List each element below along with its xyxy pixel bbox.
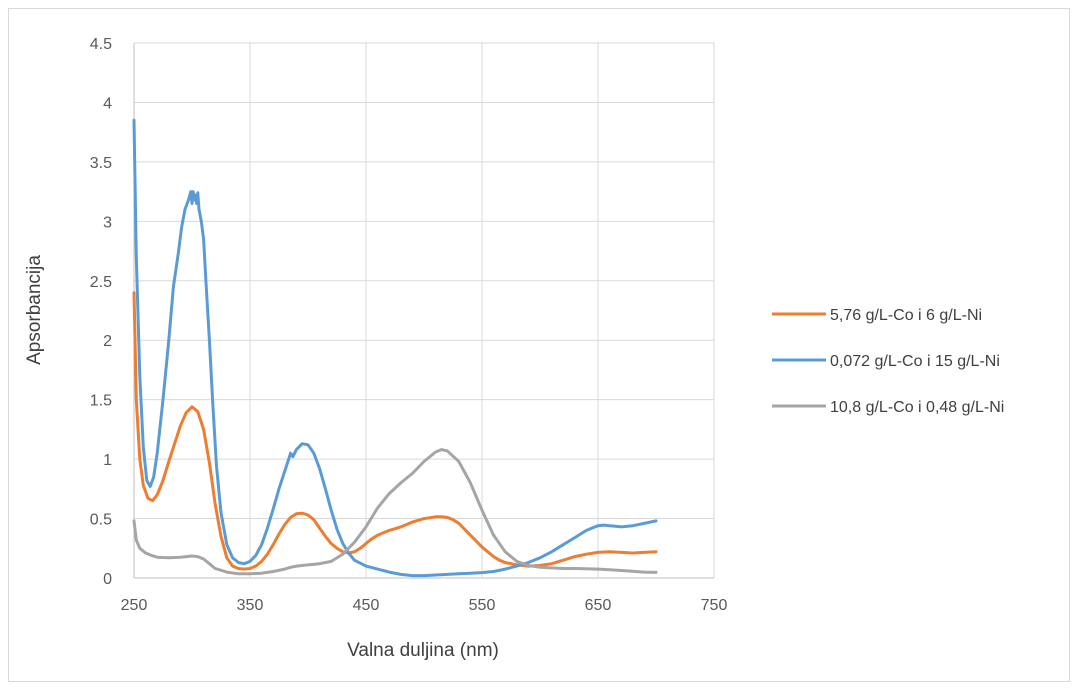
x-axis-title: Valna duljina (nm): [347, 640, 499, 661]
x-tick-label: 250: [121, 597, 148, 614]
x-tick-label: 550: [469, 597, 496, 614]
y-tick-label: 1.5: [90, 393, 112, 410]
y-tick-label: 0.5: [90, 512, 112, 529]
series-layer: [132, 118, 658, 578]
series-line: [132, 448, 658, 576]
legend-label: 5,76 g/L-Co i 6 g/L-Ni: [830, 307, 982, 324]
y-tick-label: 4: [103, 95, 112, 112]
y-axis-title: Apsorbancija: [24, 255, 45, 365]
gridlines: [133, 42, 715, 579]
y-tick-label: 0: [103, 571, 112, 588]
y-tick-label: 1: [103, 452, 112, 469]
legend-label: 10,8 g/L-Co i 0,48 g/L-Ni: [830, 399, 1004, 416]
legend-label: 0,072 g/L-Co i 15 g/L-Ni: [830, 353, 1000, 370]
y-tick-label: 2: [103, 333, 112, 350]
x-tick-label: 650: [585, 597, 612, 614]
x-tick-label: 450: [353, 597, 380, 614]
y-tick-label: 2.5: [90, 274, 112, 291]
chart-frame: [8, 8, 1070, 682]
series-line: [132, 291, 658, 571]
x-tick-label: 350: [237, 597, 264, 614]
series-line: [132, 118, 658, 578]
x-tick-label: 750: [701, 597, 728, 614]
y-tick-label: 3.5: [90, 155, 112, 172]
y-tick-label: 3: [103, 214, 112, 231]
legend: 5,76 g/L-Co i 6 g/L-Ni 0,072 g/L-Co i 15 …: [772, 307, 1004, 416]
tick-labels: 0 0.5 1 1.5 2 2.5 3 3.5 4 4.5 250 350 450 550 650 750: [90, 36, 728, 614]
y-tick-label: 4.5: [90, 36, 112, 53]
